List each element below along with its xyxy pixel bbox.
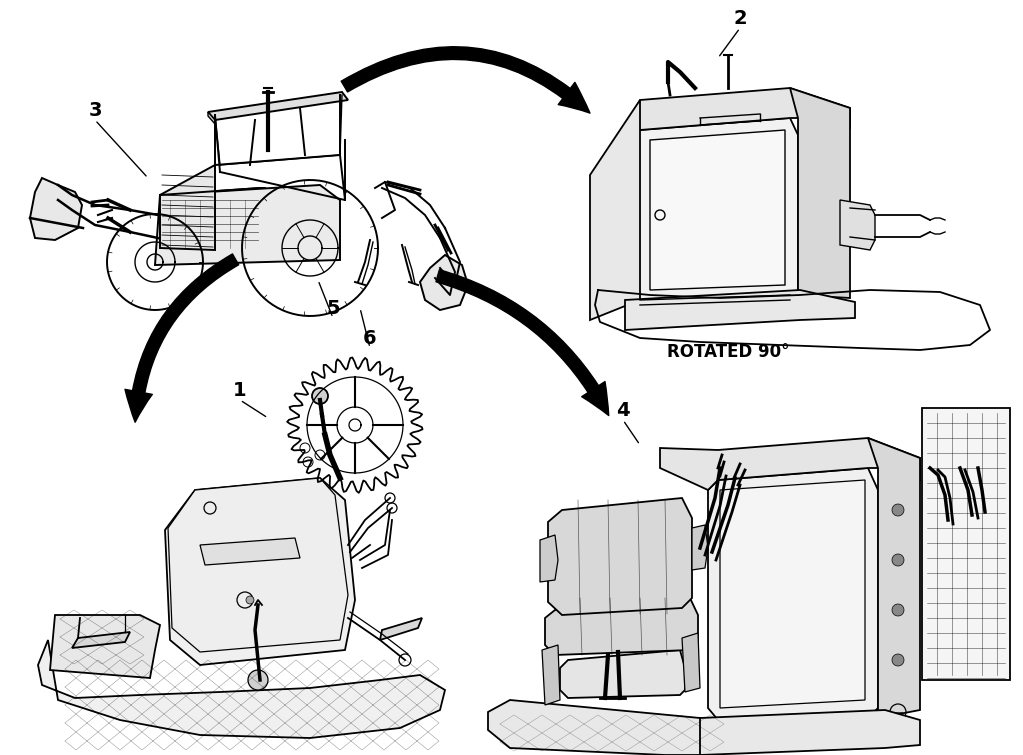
Polygon shape [692, 525, 708, 570]
Polygon shape [38, 640, 445, 738]
Polygon shape [208, 112, 215, 124]
Polygon shape [160, 188, 265, 248]
Polygon shape [540, 535, 558, 582]
FancyArrowPatch shape [125, 254, 238, 422]
Polygon shape [72, 632, 130, 648]
Text: 5: 5 [326, 298, 340, 318]
Polygon shape [590, 100, 640, 320]
Text: 2: 2 [733, 8, 747, 27]
Polygon shape [922, 408, 1010, 680]
Circle shape [892, 604, 904, 616]
FancyArrowPatch shape [436, 270, 609, 415]
Polygon shape [650, 130, 785, 290]
Text: 6: 6 [363, 328, 376, 347]
Circle shape [312, 388, 328, 404]
Polygon shape [660, 438, 920, 490]
Circle shape [892, 654, 904, 666]
Polygon shape [208, 92, 348, 120]
Polygon shape [632, 88, 850, 135]
Polygon shape [30, 178, 82, 240]
Polygon shape [790, 88, 850, 298]
Text: 3: 3 [88, 100, 101, 119]
Polygon shape [548, 498, 692, 615]
Polygon shape [560, 650, 685, 698]
Polygon shape [545, 598, 698, 655]
Polygon shape [682, 633, 700, 692]
Polygon shape [708, 468, 878, 720]
Polygon shape [420, 255, 468, 310]
Polygon shape [165, 478, 355, 665]
Text: ROTATED 90°: ROTATED 90° [667, 343, 790, 361]
Circle shape [892, 554, 904, 566]
Polygon shape [160, 165, 215, 250]
Polygon shape [720, 480, 865, 708]
Polygon shape [868, 438, 920, 718]
Polygon shape [840, 200, 875, 250]
Polygon shape [155, 185, 340, 265]
FancyArrowPatch shape [342, 47, 590, 113]
Polygon shape [625, 290, 855, 330]
Polygon shape [542, 645, 560, 705]
Text: 1: 1 [233, 381, 247, 399]
Circle shape [248, 670, 268, 690]
Polygon shape [50, 615, 160, 678]
Circle shape [892, 504, 904, 516]
Polygon shape [665, 710, 920, 755]
Polygon shape [632, 118, 798, 300]
Polygon shape [168, 478, 348, 652]
Polygon shape [488, 700, 700, 755]
Text: 4: 4 [616, 400, 630, 420]
Polygon shape [380, 618, 422, 640]
Circle shape [246, 596, 254, 604]
Polygon shape [201, 538, 300, 565]
